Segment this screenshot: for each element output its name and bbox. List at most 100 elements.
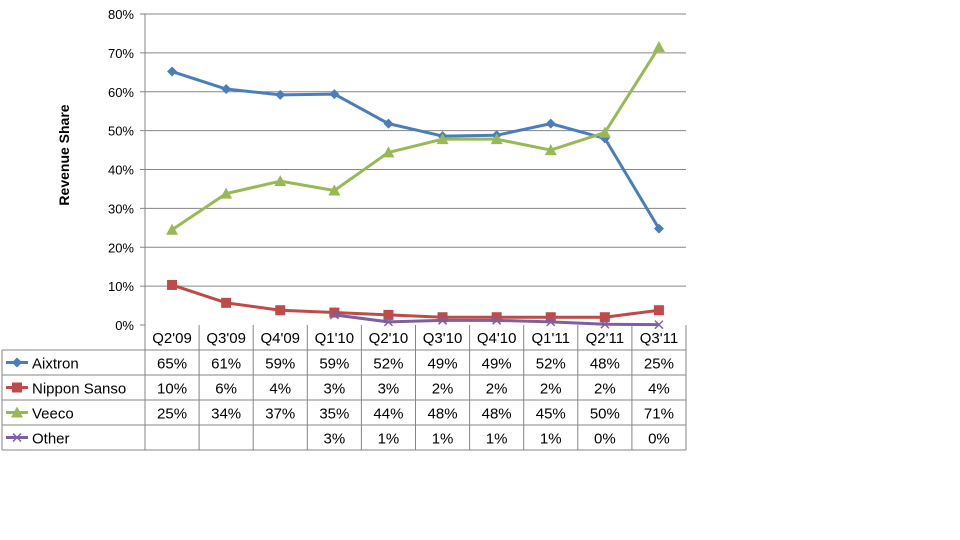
- data-label: 45%: [536, 406, 566, 423]
- data-label: 2%: [594, 381, 616, 398]
- legend-label: Veeco: [32, 406, 74, 423]
- y-tick-label: 60%: [108, 85, 134, 100]
- series-line: [171, 46, 661, 232]
- data-label: 71%: [644, 406, 674, 423]
- data-point: [653, 223, 664, 234]
- series-line: [171, 283, 660, 319]
- data-label: 4%: [269, 381, 291, 398]
- data-point: [329, 89, 340, 100]
- data-label: 6%: [215, 381, 237, 398]
- y-tick-label: 40%: [108, 163, 134, 178]
- x-tick-label: Q3'10: [423, 330, 463, 347]
- data-label: 10%: [157, 381, 187, 398]
- data-point: [546, 317, 556, 327]
- data-point: [221, 297, 232, 308]
- y-tick-label: 10%: [108, 279, 134, 294]
- legend-label: Nippon Sanso: [32, 381, 126, 398]
- legend-marker: [11, 406, 23, 418]
- data-label: 49%: [482, 356, 512, 373]
- data-point: [274, 175, 287, 187]
- x-tick-label: Q2'11: [586, 330, 624, 347]
- data-point: [383, 317, 393, 327]
- data-label: 25%: [157, 406, 187, 423]
- data-label: 0%: [648, 431, 670, 448]
- data-label: 2%: [540, 381, 562, 398]
- data-point: [329, 310, 339, 320]
- data-label: 1%: [378, 431, 400, 448]
- data-point: [492, 315, 502, 325]
- legend-marker: [12, 432, 22, 443]
- data-label: 1%: [540, 431, 562, 448]
- legend-marker: [12, 382, 22, 393]
- data-point: [383, 309, 394, 320]
- x-tick-label: Q4'10: [477, 330, 517, 347]
- data-label: 1%: [432, 431, 454, 448]
- legend-key: [6, 357, 28, 368]
- data-label: 2%: [432, 381, 454, 398]
- data-label: 59%: [265, 356, 295, 373]
- y-axis: 0% 10% 20% 30% 40% 50% 60% 70% 80%: [108, 7, 146, 333]
- legend-label: Aixtron: [32, 356, 79, 373]
- data-point: [599, 312, 610, 323]
- data-label: 3%: [324, 381, 346, 398]
- data-point: [544, 144, 557, 156]
- data-point: [275, 89, 286, 100]
- data-point: [329, 307, 340, 318]
- data-label: 37%: [265, 406, 295, 423]
- x-tick-label: Q4'09: [260, 330, 300, 347]
- data-point: [166, 223, 179, 235]
- data-point: [167, 279, 178, 290]
- data-label: 35%: [319, 406, 349, 423]
- data-label: 52%: [373, 356, 403, 373]
- data-label: 65%: [157, 356, 187, 373]
- data-label: 1%: [486, 431, 508, 448]
- legend-marker: [12, 357, 22, 368]
- y-tick-label: 0%: [115, 318, 134, 333]
- data-label: 25%: [644, 356, 674, 373]
- gridlines: [145, 13, 686, 287]
- data-label: 59%: [319, 356, 349, 373]
- data-point: [654, 320, 664, 330]
- data-point: [652, 41, 665, 53]
- data-label: 48%: [590, 356, 620, 373]
- data-label: 61%: [211, 356, 241, 373]
- data-point: [382, 146, 395, 158]
- legend-key: [6, 382, 28, 393]
- data-point: [383, 118, 394, 129]
- series-other: [329, 310, 664, 330]
- data-point: [545, 118, 556, 129]
- x-tick-label: Q1'11: [532, 330, 570, 347]
- data-label: 50%: [590, 406, 620, 423]
- data-point: [275, 305, 286, 316]
- x-tick-label: Q3'09: [206, 330, 246, 347]
- data-label: 44%: [373, 406, 403, 423]
- data-point: [598, 126, 611, 138]
- x-tick-label: Q2'10: [369, 330, 409, 347]
- data-point: [600, 319, 610, 329]
- legend-key: [6, 406, 28, 418]
- data-label: 34%: [211, 406, 241, 423]
- data-label: 48%: [428, 406, 458, 423]
- series-nippon-sanso: [167, 279, 664, 323]
- x-tick-label: Q2'09: [152, 330, 192, 347]
- data-table: Q2'09 Q3'09 Q4'09 Q1'10 Q2'10 Q3'10 Q4'10 Q1'11…: [1, 325, 687, 451]
- y-tick-label: 20%: [108, 240, 134, 255]
- data-point: [167, 66, 178, 77]
- y-tick-label: 30%: [108, 201, 134, 216]
- series-lines: [166, 41, 665, 330]
- data-label: 3%: [378, 381, 400, 398]
- data-label: 49%: [428, 356, 458, 373]
- data-label: 48%: [482, 406, 512, 423]
- y-tick-label: 80%: [108, 7, 134, 22]
- x-tick-label: Q1'10: [315, 330, 355, 347]
- legend-label: Other: [32, 431, 70, 448]
- data-point: [490, 133, 503, 145]
- data-point: [438, 315, 448, 325]
- data-point: [653, 305, 664, 316]
- x-tick-label: Q3'11: [640, 330, 678, 347]
- data-point: [328, 184, 341, 196]
- series-line: [171, 70, 661, 230]
- data-point: [545, 312, 556, 323]
- series-veeco: [166, 41, 665, 235]
